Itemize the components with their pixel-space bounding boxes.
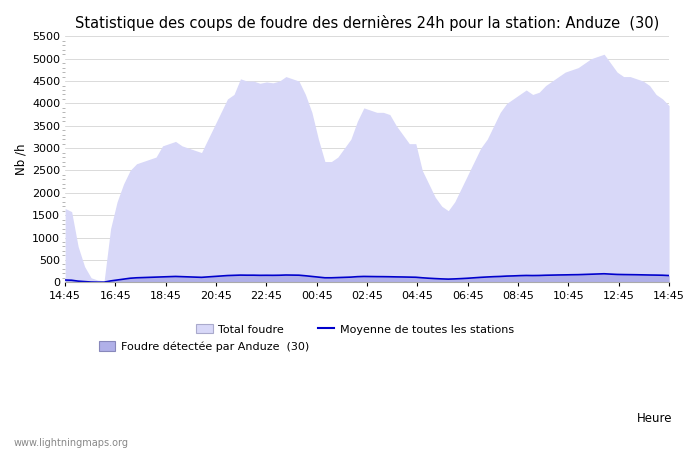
Legend: Foudre détectée par Anduze  (30): Foudre détectée par Anduze (30) (94, 337, 314, 356)
Text: www.lightningmaps.org: www.lightningmaps.org (14, 438, 129, 448)
Text: Heure: Heure (636, 412, 672, 425)
Y-axis label: Nb /h: Nb /h (15, 144, 28, 175)
Title: Statistique des coups de foudre des dernières 24h pour la station: Anduze  (30): Statistique des coups de foudre des dern… (75, 15, 659, 31)
